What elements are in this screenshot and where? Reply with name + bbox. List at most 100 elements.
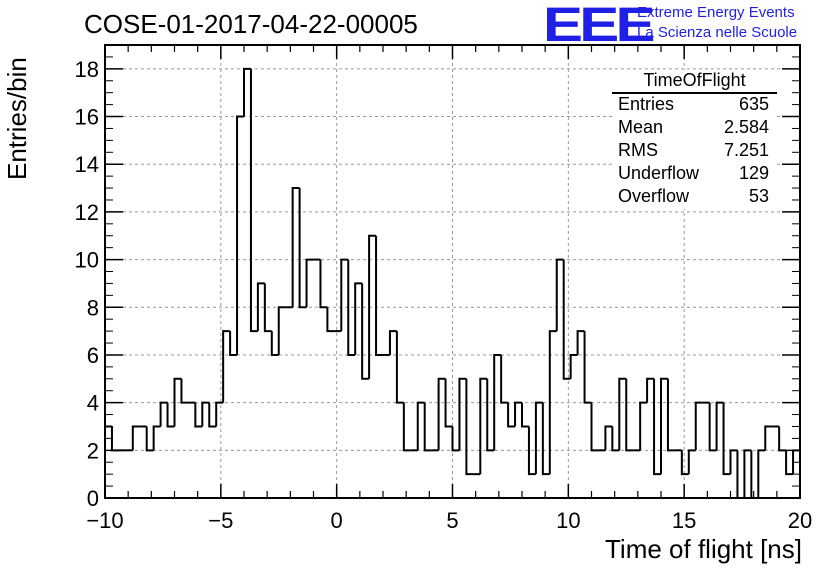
histogram-bin: [201, 401, 210, 427]
y-tick-label: 16: [75, 105, 99, 130]
eee-logo: EEE: [543, 0, 656, 52]
histogram-bin: [166, 402, 175, 428]
histogram-bin: [548, 330, 557, 475]
histogram-bin: [375, 235, 383, 356]
histogram-bin: [785, 450, 794, 476]
histogram-bin: [729, 449, 738, 475]
histogram-bin: [298, 188, 307, 309]
histogram-bin: [625, 378, 634, 452]
stats-row-rms: RMS 7.251: [612, 140, 777, 163]
x-tick-label: 10: [556, 508, 580, 533]
histogram-bin: [319, 259, 328, 309]
histogram-bin: [653, 378, 661, 476]
histogram-bin: [361, 283, 370, 380]
histogram-bin: [215, 401, 224, 427]
histogram-bin: [152, 425, 161, 451]
stats-label: Entries: [618, 94, 675, 114]
y-tick-label: 10: [75, 248, 99, 273]
y-tick-label: 12: [75, 200, 99, 225]
histogram-bin: [395, 331, 404, 404]
histogram-bin: [778, 426, 787, 452]
histogram-bin: [388, 330, 397, 355]
histogram-bin: [270, 331, 279, 356]
histogram-bin: [159, 401, 168, 427]
histogram-bin: [451, 426, 460, 452]
histogram-bin: [416, 401, 425, 451]
histogram-bin: [347, 259, 356, 356]
histogram-bin: [500, 354, 509, 404]
histogram-bin: [291, 187, 300, 308]
histogram-bin: [173, 377, 182, 427]
histogram-bin: [444, 378, 453, 428]
histogram-bin: [256, 282, 265, 332]
x-tick-label: −5: [208, 508, 233, 533]
histogram-bin: [305, 258, 314, 308]
histogram-bin: [541, 402, 550, 476]
y-tick-label: 4: [87, 391, 99, 416]
histogram-bin: [750, 450, 759, 499]
stats-box: TimeOfFlight Entries 635 Mean 2.584 RMS 7.2…: [612, 70, 777, 209]
histogram-bin: [180, 378, 189, 404]
histogram-bin: [249, 68, 258, 333]
histogram-bin: [229, 331, 238, 356]
y-tick-label: 8: [87, 295, 99, 320]
histogram-bin: [368, 234, 377, 379]
logo-line-1: Extreme Energy Events: [637, 4, 795, 21]
histogram-bin: [243, 67, 251, 117]
histogram-bin: [736, 450, 745, 499]
histogram-bin: [569, 353, 578, 379]
histogram-bin: [354, 282, 363, 355]
histogram-bin: [576, 330, 585, 355]
histogram-bin: [618, 377, 627, 451]
y-tick-label: 6: [87, 343, 99, 368]
stats-row-entries: Entries 635: [612, 94, 777, 117]
histogram-bin: [743, 449, 752, 498]
histogram-bin: [527, 426, 536, 476]
stats-row-mean: Mean 2.584: [612, 117, 777, 140]
histogram-bin: [277, 306, 286, 355]
chart-title: COSE-01-2017-04-22-00005: [84, 9, 418, 39]
histogram-bin: [222, 330, 231, 403]
histogram-bin: [236, 115, 244, 355]
x-tick-label: 20: [788, 508, 812, 533]
histogram-bin: [764, 425, 773, 451]
y-tick-label: 18: [75, 57, 99, 82]
histogram-bin: [562, 259, 571, 380]
histogram-bin: [326, 307, 335, 333]
x-tick-label: 5: [446, 508, 458, 533]
histogram-bin: [423, 402, 432, 452]
histogram-bin: [590, 402, 599, 452]
histogram-bin: [437, 377, 446, 451]
histogram-bin: [486, 378, 495, 452]
histogram-bin: [680, 450, 689, 476]
histogram-bin: [708, 402, 717, 452]
histogram-bin: [694, 401, 703, 451]
histogram-bin: [208, 402, 217, 428]
stats-title: TimeOfFlight: [612, 70, 777, 94]
logo-line-2: La Scienza nelle Scuole: [637, 24, 798, 41]
histogram-bin: [465, 378, 474, 476]
histogram-bin: [660, 377, 668, 475]
histogram-bin: [534, 401, 543, 475]
histogram-bin: [131, 425, 140, 451]
stats-row-overflow: Overflow 53: [612, 186, 777, 209]
histogram-bin: [646, 377, 655, 403]
stats-value: 2.584: [723, 117, 769, 137]
histogram-bin: [493, 353, 502, 451]
x-tick-label: 0: [331, 508, 343, 533]
x-tick-label: 15: [672, 508, 696, 533]
y-tick-label: 14: [75, 152, 99, 177]
histogram-bin: [687, 449, 696, 475]
histogram-bin: [715, 401, 724, 451]
histogram-bin: [514, 401, 522, 427]
axis-ticks: [104, 45, 801, 499]
stats-value: 53: [748, 186, 769, 206]
histogram-bin: [458, 377, 467, 451]
stats-value: 129: [738, 163, 769, 183]
y-tick-label: 0: [87, 486, 99, 511]
histogram-bin: [479, 377, 488, 475]
histogram-bin: [604, 425, 613, 451]
stats-label: RMS: [618, 140, 658, 160]
y-axis-label: Entries/bin: [2, 57, 32, 180]
